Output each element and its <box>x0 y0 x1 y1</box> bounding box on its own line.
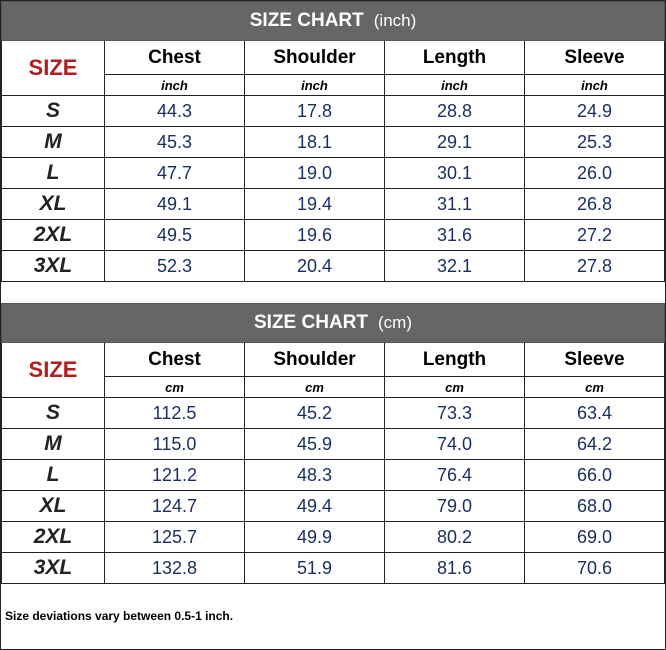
column-header-length: Length <box>384 342 525 377</box>
table-row: XL 49.1 19.4 31.1 26.8 <box>1 188 666 220</box>
column-header-chest: Chest <box>104 342 245 377</box>
unit-chest: cm <box>104 376 245 398</box>
chest-value: 121.2 <box>104 459 245 491</box>
shoulder-value: 17.8 <box>244 95 385 127</box>
sleeve-value: 26.0 <box>523 157 666 189</box>
shoulder-value: 45.2 <box>244 397 385 429</box>
sleeve-value: 70.6 <box>524 552 665 584</box>
column-header-shoulder: Shoulder <box>244 342 385 377</box>
size-label: XL <box>1 188 105 220</box>
size-chart-inch-table: SIZE CHART (inch) SIZE Chest Shoulder Len… <box>0 1 666 282</box>
chest-value: 112.5 <box>104 397 245 429</box>
chest-value: 124.7 <box>104 490 245 522</box>
unit-chest: inch <box>104 74 245 96</box>
length-value: 81.6 <box>384 552 525 584</box>
sleeve-value: 26.8 <box>523 188 666 220</box>
length-value: 32.1 <box>384 250 525 282</box>
length-value: 28.8 <box>384 95 525 127</box>
table-title: SIZE CHART (inch) <box>0 1 666 41</box>
table-title: SIZE CHART (cm) <box>1 303 665 343</box>
title-unit: (inch) <box>373 11 417 30</box>
shoulder-value: 51.9 <box>244 552 385 584</box>
shoulder-value: 45.9 <box>244 428 385 460</box>
unit-length: cm <box>384 376 525 398</box>
shoulder-value: 48.3 <box>244 459 385 491</box>
size-label: 2XL <box>1 219 105 251</box>
size-label: 2XL <box>1 521 105 553</box>
sleeve-value: 25.3 <box>523 126 666 158</box>
column-header-sleeve: Sleeve <box>523 40 666 75</box>
chest-value: 115.0 <box>104 428 245 460</box>
chest-value: 45.3 <box>104 126 245 158</box>
length-value: 30.1 <box>384 157 525 189</box>
sleeve-value: 63.4 <box>524 397 665 429</box>
chest-value: 44.3 <box>104 95 245 127</box>
table-row: L 47.7 19.0 30.1 26.0 <box>1 157 666 189</box>
shoulder-value: 19.6 <box>244 219 385 251</box>
unit-sleeve: cm <box>524 376 665 398</box>
table-row: S 44.3 17.8 28.8 24.9 <box>1 95 666 127</box>
unit-sleeve: inch <box>523 74 666 96</box>
length-value: 74.0 <box>384 428 525 460</box>
sleeve-value: 68.0 <box>524 490 665 522</box>
column-header-length: Length <box>384 40 525 75</box>
chest-value: 125.7 <box>104 521 245 553</box>
chest-value: 49.5 <box>104 219 245 251</box>
size-label: 3XL <box>1 552 105 584</box>
length-value: 31.6 <box>384 219 525 251</box>
table-row: XL 124.7 49.4 79.0 68.0 <box>1 490 665 522</box>
unit-shoulder: cm <box>244 376 385 398</box>
title-text: SIZE CHART <box>249 10 364 31</box>
length-value: 76.4 <box>384 459 525 491</box>
unit-shoulder: inch <box>244 74 385 96</box>
table-row: 2XL 49.5 19.6 31.6 27.2 <box>1 219 666 251</box>
size-label: L <box>1 459 105 491</box>
sleeve-value: 69.0 <box>524 521 665 553</box>
shoulder-value: 49.4 <box>244 490 385 522</box>
size-label: M <box>1 126 105 158</box>
length-value: 31.1 <box>384 188 525 220</box>
sleeve-value: 24.9 <box>523 95 666 127</box>
sleeve-value: 27.2 <box>523 219 666 251</box>
shoulder-value: 19.4 <box>244 188 385 220</box>
column-header-shoulder: Shoulder <box>244 40 385 75</box>
size-label: L <box>1 157 105 189</box>
column-header-chest: Chest <box>104 40 245 75</box>
size-label: S <box>1 397 105 429</box>
shoulder-value: 19.0 <box>244 157 385 189</box>
table-row: 2XL 125.7 49.9 80.2 69.0 <box>1 521 665 553</box>
title-unit: (cm) <box>378 313 412 332</box>
length-value: 29.1 <box>384 126 525 158</box>
table-row: 3XL 132.8 51.9 81.6 70.6 <box>1 552 665 584</box>
size-column-header: SIZE <box>1 342 105 398</box>
table-row: S 112.5 45.2 73.3 63.4 <box>1 397 665 429</box>
length-value: 80.2 <box>384 521 525 553</box>
column-header-sleeve: Sleeve <box>524 342 665 377</box>
table-row: M 115.0 45.9 74.0 64.2 <box>1 428 665 460</box>
size-chart-cm-table: SIZE CHART (cm) SIZE Chest Shoulder Lengt… <box>1 303 665 584</box>
chest-value: 49.1 <box>104 188 245 220</box>
sleeve-value: 64.2 <box>524 428 665 460</box>
shoulder-value: 49.9 <box>244 521 385 553</box>
chest-value: 47.7 <box>104 157 245 189</box>
size-column-header: SIZE <box>1 40 105 96</box>
length-value: 73.3 <box>384 397 525 429</box>
size-deviation-note: Size deviations vary between 0.5-1 inch. <box>5 609 234 623</box>
title-text: SIZE CHART <box>254 312 368 333</box>
shoulder-value: 18.1 <box>244 126 385 158</box>
length-value: 79.0 <box>384 490 525 522</box>
unit-length: inch <box>384 74 525 96</box>
table-row: L 121.2 48.3 76.4 66.0 <box>1 459 665 491</box>
shoulder-value: 20.4 <box>244 250 385 282</box>
sleeve-value: 27.8 <box>523 250 666 282</box>
size-label: 3XL <box>1 250 105 282</box>
table-row: M 45.3 18.1 29.1 25.3 <box>1 126 666 158</box>
size-label: S <box>1 95 105 127</box>
size-label: XL <box>1 490 105 522</box>
size-label: M <box>1 428 105 460</box>
chest-value: 132.8 <box>104 552 245 584</box>
table-row: 3XL 52.3 20.4 32.1 27.8 <box>1 250 666 282</box>
sleeve-value: 66.0 <box>524 459 665 491</box>
chest-value: 52.3 <box>104 250 245 282</box>
